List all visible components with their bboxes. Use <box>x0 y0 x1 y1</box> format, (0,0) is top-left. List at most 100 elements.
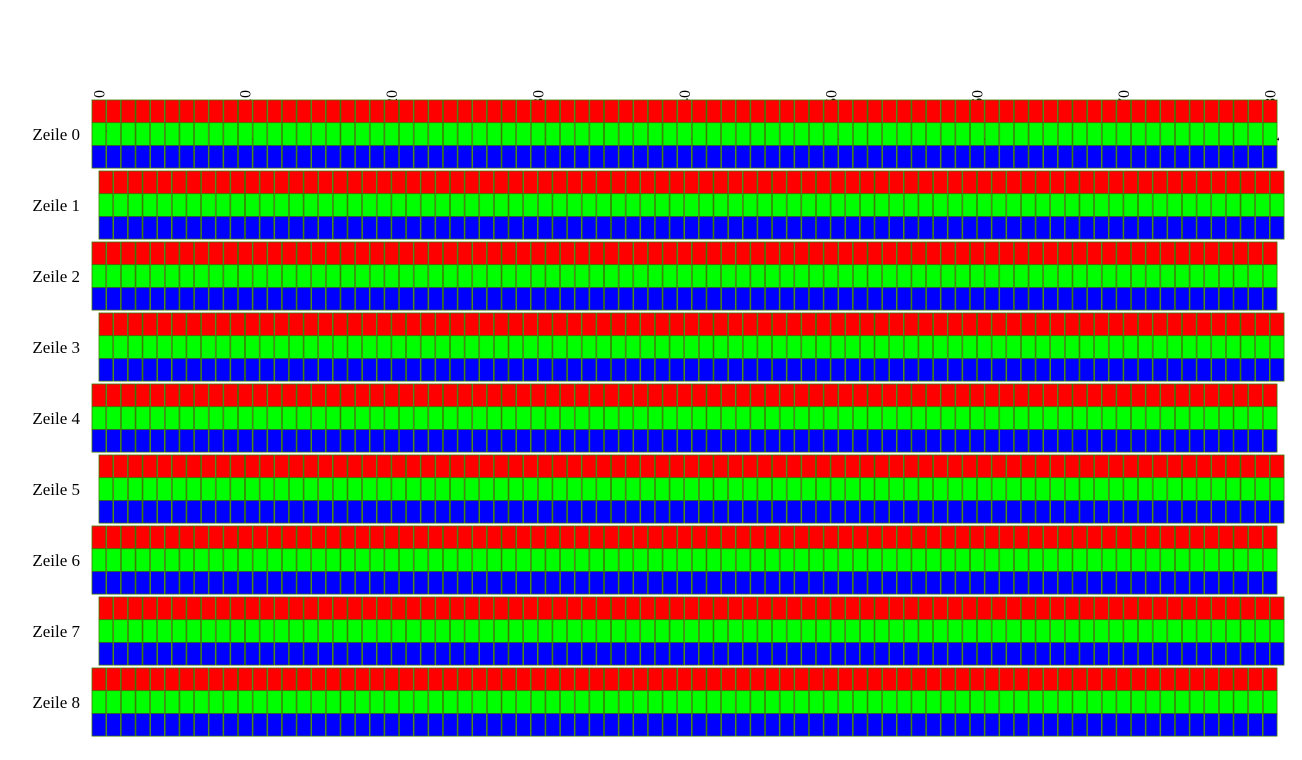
green-subpixel <box>1064 193 1080 217</box>
blue-subpixel <box>164 713 180 737</box>
red-subpixel <box>252 525 268 550</box>
pixel-cell <box>457 667 473 737</box>
pixel-cell <box>91 667 107 737</box>
green-subpixel <box>1174 122 1190 146</box>
blue-subpixel <box>311 144 326 169</box>
red-subpixel <box>962 312 978 337</box>
green-subpixel <box>721 690 736 714</box>
pixel-cell <box>918 312 934 382</box>
pixel-cell <box>347 170 363 240</box>
blue-subpixel <box>1211 357 1226 382</box>
blue-subpixel <box>516 713 531 737</box>
green-subpixel <box>581 335 597 359</box>
red-subpixel <box>1094 170 1109 195</box>
pixel-cell <box>625 596 641 666</box>
pixel-cell <box>874 312 890 382</box>
green-subpixel <box>288 619 304 643</box>
red-subpixel <box>1189 99 1205 124</box>
green-subpixel <box>815 619 831 643</box>
green-subpixel <box>552 335 568 359</box>
pixel-cell <box>625 312 641 382</box>
pixel-cell <box>1145 525 1161 595</box>
green-subpixel <box>1189 122 1205 146</box>
pixel-cell <box>765 667 780 737</box>
pixel-cell <box>332 170 348 240</box>
pixel-cell <box>918 170 934 240</box>
green-subpixel <box>640 477 655 501</box>
blue-subpixel <box>757 357 773 382</box>
pixel-cell <box>611 312 626 382</box>
green-subpixel <box>340 406 356 430</box>
red-subpixel <box>274 170 289 195</box>
green-subpixel <box>1174 406 1190 430</box>
red-subpixel <box>1072 99 1088 124</box>
blue-subpixel <box>179 286 195 311</box>
red-subpixel <box>259 454 275 479</box>
pixel-cell <box>647 667 663 737</box>
red-subpixel <box>713 454 729 479</box>
blue-subpixel <box>962 215 978 240</box>
green-subpixel <box>486 690 502 714</box>
blue-subpixel <box>157 215 172 240</box>
blue-subpixel <box>347 357 363 382</box>
pixel-cell <box>882 383 897 453</box>
red-subpixel <box>252 383 268 408</box>
green-subpixel <box>933 193 948 217</box>
red-subpixel <box>589 667 605 692</box>
red-subpixel <box>1255 596 1270 621</box>
red-subpixel <box>523 454 538 479</box>
pixel-row <box>91 99 1278 169</box>
red-subpixel <box>1152 596 1168 621</box>
red-subpixel <box>150 525 165 550</box>
green-subpixel <box>552 619 568 643</box>
red-subpixel <box>120 99 136 124</box>
blue-subpixel <box>830 642 846 666</box>
red-subpixel <box>669 170 685 195</box>
green-subpixel <box>486 264 502 288</box>
blue-subpixel <box>252 428 268 453</box>
red-subpixel <box>691 525 707 550</box>
blue-subpixel <box>237 286 253 311</box>
pixel-cell <box>135 99 151 169</box>
green-subpixel <box>201 619 216 643</box>
red-subpixel <box>1196 596 1212 621</box>
red-subpixel <box>442 241 458 266</box>
green-subpixel <box>1189 690 1205 714</box>
pixel-cell <box>852 383 868 453</box>
blue-subpixel <box>545 428 561 453</box>
red-subpixel <box>237 99 253 124</box>
blue-subpixel <box>955 286 971 311</box>
red-subpixel <box>1131 667 1146 692</box>
red-subpixel <box>376 170 392 195</box>
pixel-cell <box>106 241 121 311</box>
red-subpixel <box>442 99 458 124</box>
green-subpixel <box>786 335 802 359</box>
pixel-cell <box>142 170 158 240</box>
pixel-cell <box>889 596 904 666</box>
green-subpixel <box>852 690 868 714</box>
blue-subpixel <box>106 571 121 595</box>
blue-subpixel <box>977 215 992 240</box>
red-subpixel <box>1072 383 1088 408</box>
blue-subpixel <box>633 571 648 595</box>
pixel-cell <box>830 454 846 524</box>
pixel-cell <box>926 667 941 737</box>
red-subpixel <box>281 383 297 408</box>
pixel-cell <box>962 454 978 524</box>
red-subpixel <box>1064 312 1080 337</box>
blue-subpixel <box>560 144 575 169</box>
red-subpixel <box>413 99 429 124</box>
pixel-cell <box>340 383 356 453</box>
blue-subpixel <box>1094 642 1109 666</box>
blue-subpixel <box>1145 144 1161 169</box>
red-subpixel <box>874 454 890 479</box>
blue-subpixel <box>537 357 553 382</box>
green-subpixel <box>604 690 619 714</box>
green-subpixel <box>691 548 707 572</box>
red-subpixel <box>999 383 1014 408</box>
green-subpixel <box>472 406 487 430</box>
blue-subpixel <box>288 499 304 524</box>
pixel-cell <box>984 383 1000 453</box>
red-subpixel <box>955 525 971 550</box>
green-subpixel <box>428 548 443 572</box>
